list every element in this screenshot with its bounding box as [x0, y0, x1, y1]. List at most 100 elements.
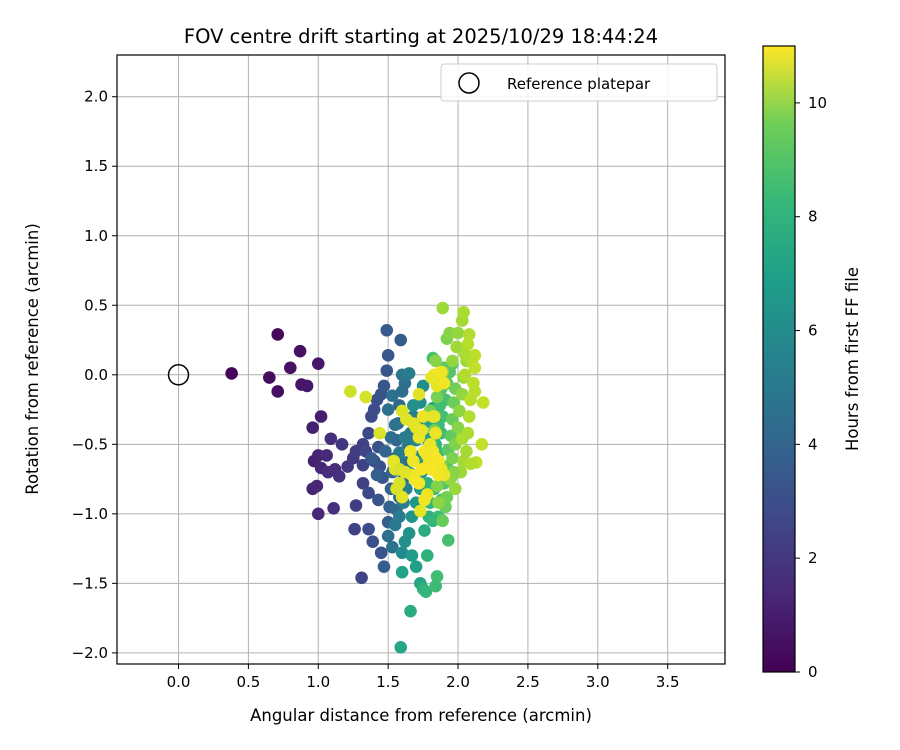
data-point — [394, 641, 408, 654]
data-point — [356, 476, 370, 490]
data-point — [380, 364, 394, 377]
data-point — [359, 390, 373, 404]
data-point — [420, 549, 434, 562]
data-point — [386, 389, 399, 402]
data-point — [377, 560, 391, 573]
data-point — [390, 482, 403, 496]
data-point — [320, 449, 333, 462]
data-point — [432, 496, 445, 510]
data-point — [381, 403, 395, 416]
data-point — [468, 361, 482, 375]
x-tick-label: 2.0 — [446, 673, 470, 691]
data-point — [335, 438, 349, 451]
data-point — [451, 421, 465, 434]
data-point — [415, 424, 428, 437]
data-point — [388, 418, 402, 432]
data-point — [404, 444, 417, 458]
data-point — [475, 438, 489, 451]
data-point — [362, 486, 375, 500]
x-tick-label: 1.0 — [306, 673, 330, 691]
data-point — [271, 328, 285, 341]
data-point — [284, 361, 297, 375]
chart-title: FOV centre drift starting at 2025/10/29 … — [184, 25, 658, 48]
data-point — [414, 504, 427, 518]
data-point — [362, 522, 375, 536]
data-point — [418, 493, 431, 507]
data-points — [225, 301, 490, 654]
data-point — [324, 432, 338, 446]
data-point — [407, 454, 420, 468]
grid — [117, 55, 725, 664]
legend: Reference platepar — [440, 63, 718, 102]
data-point — [448, 482, 462, 496]
data-point — [429, 354, 442, 368]
data-point — [409, 560, 423, 573]
legend-label: Reference platepar — [507, 75, 651, 93]
y-axis-label: Rotation from reference (arcmin) — [23, 223, 42, 495]
data-point — [402, 367, 416, 380]
y-tick-label: 2.0 — [84, 88, 108, 106]
data-point — [430, 570, 444, 583]
colorbar-gradient — [762, 45, 796, 673]
data-point — [427, 410, 441, 423]
x-tick-label: 3.0 — [586, 673, 610, 691]
data-point — [263, 371, 276, 384]
data-point — [447, 465, 461, 479]
data-point — [271, 385, 285, 398]
x-tick-label: 2.5 — [516, 673, 540, 691]
data-point — [457, 305, 470, 319]
y-tick-label: −2.0 — [72, 644, 108, 662]
legend-box — [440, 63, 718, 102]
data-point — [402, 527, 416, 540]
data-point — [306, 421, 319, 434]
colorbar-tick-label: 6 — [808, 322, 818, 340]
data-point — [426, 514, 440, 528]
data-point — [311, 507, 325, 521]
data-point — [425, 463, 438, 476]
data-point — [332, 469, 346, 483]
data-point — [451, 326, 465, 340]
data-point — [395, 565, 409, 579]
data-point — [468, 385, 482, 398]
data-point — [348, 522, 361, 536]
data-point — [362, 426, 375, 440]
data-point — [436, 514, 449, 528]
data-point — [381, 349, 395, 362]
data-point — [225, 367, 238, 380]
x-tick-label: 0.5 — [236, 673, 260, 691]
colorbar-ticks: 0 2 4 6 8 10 — [795, 94, 827, 681]
data-point — [453, 404, 466, 418]
y-tick-label: 0.0 — [84, 366, 108, 384]
x-ticks: 0.0 0.5 1.0 1.5 2.0 2.5 3.0 3.5 — [167, 664, 680, 691]
data-point — [476, 396, 490, 409]
x-axis-label: Angular distance from reference (arcmin) — [250, 706, 592, 725]
data-point — [398, 431, 412, 444]
data-point — [419, 585, 433, 598]
data-point — [455, 432, 469, 446]
colorbar-tick-label: 0 — [808, 663, 818, 681]
data-point — [398, 465, 412, 479]
data-point — [450, 340, 463, 354]
data-point — [460, 444, 473, 458]
legend-marker — [458, 72, 480, 94]
data-point — [374, 546, 388, 560]
data-point — [355, 571, 368, 585]
data-point — [412, 476, 426, 490]
data-point — [412, 387, 426, 401]
data-point — [464, 457, 477, 471]
data-point — [407, 399, 420, 412]
data-point — [429, 426, 442, 440]
data-point — [349, 499, 363, 512]
data-point — [418, 524, 431, 537]
data-point — [393, 510, 406, 523]
data-point — [434, 365, 448, 379]
colorbar: 0 2 4 6 8 10 Hours from first FF file — [762, 45, 862, 681]
x-tick-label: 3.5 — [656, 673, 680, 691]
data-point — [404, 604, 417, 618]
colorbar-tick-label: 2 — [808, 549, 818, 567]
data-point — [384, 431, 398, 444]
data-point — [380, 324, 394, 337]
data-point — [372, 493, 385, 507]
data-point — [394, 333, 408, 347]
